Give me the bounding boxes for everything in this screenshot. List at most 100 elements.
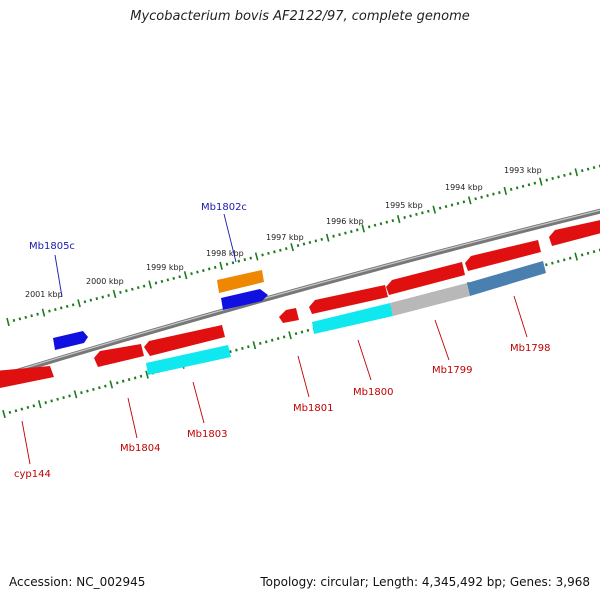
minor-tick [320,237,324,241]
cds-arrow[interactable] [467,261,546,296]
minor-tick [101,295,105,299]
kbp-label: 1993 kbp [504,166,542,175]
major-tick [252,341,257,350]
leader-line [54,254,63,298]
gene-label-mb1801[interactable]: Mb1801 [293,403,333,414]
minor-tick [462,200,466,204]
minor-tick [115,381,119,385]
minor-tick [480,195,483,199]
minor-tick [225,262,229,266]
minor-tick [486,194,489,198]
minor-tick [264,340,268,344]
genome-stats-text: Topology: circular; Length: 4,345,492 bp… [260,575,590,589]
forward-features [0,219,600,389]
cds-arrow[interactable] [0,366,54,389]
gene-label-mb1804[interactable]: Mb1804 [120,443,160,454]
gene-label-mb1798[interactable]: Mb1798 [510,343,550,354]
cds-arrow[interactable] [312,303,393,334]
gene-label-mb1800[interactable]: Mb1800 [353,387,393,398]
minor-tick [270,338,274,342]
cds-arrow[interactable] [309,285,388,314]
major-tick [290,243,294,252]
minor-tick [131,287,134,291]
minor-tick [282,335,286,339]
minor-tick [83,300,87,304]
minor-tick [533,181,537,185]
minor-tick [379,222,383,226]
cds-arrow[interactable] [94,344,144,367]
minor-tick [421,211,424,215]
gene-label-mb1802c[interactable]: Mb1802c [201,202,247,213]
minor-tick [592,166,596,170]
minor-tick [332,234,335,238]
minor-tick [26,405,30,409]
cds-arrow[interactable] [144,325,225,356]
minor-tick [427,209,430,213]
gene-label-cyp144[interactable]: cyp144 [14,469,51,480]
major-tick [503,186,508,196]
minor-tick [338,233,341,237]
kbp-label: 1998 kbp [206,249,244,258]
major-tick [2,409,6,419]
gene-label-mb1805c[interactable]: Mb1805c [29,241,75,252]
minor-tick [62,396,65,400]
minor-tick [20,407,24,411]
minor-tick [104,384,107,388]
minor-tick [373,223,377,227]
kbp-label: 1995 kbp [385,201,423,210]
reverse-features [146,261,546,375]
minor-tick [403,215,406,219]
major-tick [41,308,46,317]
major-tick [77,299,81,308]
minor-tick [86,389,89,393]
minor-tick [154,281,158,285]
minor-tick [557,175,560,179]
cds-arrow[interactable] [386,262,465,295]
gene-label-mb1803[interactable]: Mb1803 [187,429,227,440]
major-tick [183,271,188,280]
minor-tick [202,269,205,273]
minor-tick [36,312,39,316]
cds-arrow[interactable] [279,308,299,323]
minor-tick [308,240,312,244]
minor-tick [121,379,125,383]
minor-tick [580,169,584,173]
cds-arrow[interactable] [217,270,264,293]
minor-tick [213,265,217,269]
major-tick [73,390,78,399]
major-tick [6,317,10,327]
minor-tick [160,279,164,283]
minor-tick [229,350,232,354]
minor-tick [279,248,282,252]
minor-tick [580,253,584,257]
leader-line [357,339,372,381]
minor-tick [562,258,566,262]
cds-arrow[interactable] [53,331,88,350]
major-tick [109,380,114,389]
minor-tick [48,309,51,313]
cds-arrow[interactable] [221,289,268,310]
minor-tick [190,272,193,276]
minor-tick [24,315,28,319]
cds-arrow[interactable] [465,240,541,271]
gene-label-mb1799[interactable]: Mb1799 [432,365,472,376]
cds-arrow[interactable] [146,345,231,375]
minor-tick [133,376,137,380]
cds-arrow[interactable] [549,219,600,246]
minor-tick [249,256,253,260]
minor-tick [261,253,264,257]
minor-tick [551,261,554,265]
kbp-label: 1996 kbp [326,217,364,226]
minor-tick [586,251,590,255]
major-tick [219,261,223,270]
cds-arrow[interactable] [390,283,470,316]
major-tick [148,280,152,289]
minor-tick [50,399,53,403]
major-tick [432,205,437,214]
map-title: Mycobacterium bovis AF2122/97, complete … [130,9,470,24]
kbp-scale-labels: 2001 kbp 2000 kbp 1999 kbp 1998 kbp 1997… [25,166,542,299]
minor-tick [125,289,128,293]
minor-tick [89,298,93,302]
